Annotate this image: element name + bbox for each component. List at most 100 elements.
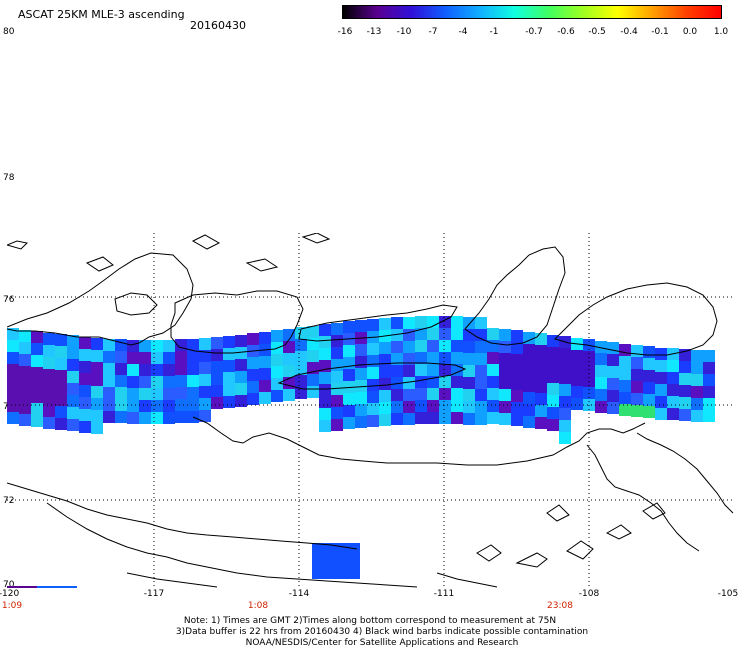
data-cell bbox=[19, 390, 31, 402]
data-cell bbox=[43, 357, 55, 369]
data-cell bbox=[643, 370, 655, 382]
data-cell bbox=[319, 348, 331, 360]
data-cell bbox=[211, 397, 223, 409]
data-cell bbox=[655, 360, 667, 372]
colorbar-label: -4 bbox=[458, 27, 468, 37]
data-cell bbox=[343, 345, 355, 357]
data-cell bbox=[463, 329, 475, 341]
data-cell bbox=[511, 414, 523, 426]
data-cell bbox=[223, 384, 235, 396]
data-cell bbox=[295, 375, 307, 387]
data-cell bbox=[55, 394, 67, 406]
data-cell bbox=[91, 410, 103, 422]
data-cell bbox=[451, 352, 463, 364]
data-cell bbox=[211, 337, 223, 349]
data-cell bbox=[355, 368, 367, 380]
data-cell bbox=[679, 385, 691, 397]
data-cell bbox=[235, 359, 247, 371]
data-cell bbox=[463, 353, 475, 365]
data-cell bbox=[487, 352, 499, 364]
data-cell bbox=[523, 404, 535, 416]
data-cell bbox=[307, 386, 319, 398]
data-cell bbox=[343, 417, 355, 429]
data-cell bbox=[223, 372, 235, 384]
data-cell bbox=[403, 341, 415, 353]
data-cell bbox=[79, 385, 91, 397]
data-cell bbox=[307, 350, 319, 362]
data-cell bbox=[475, 353, 487, 365]
data-cell bbox=[475, 365, 487, 377]
data-cell bbox=[643, 406, 655, 418]
data-cell bbox=[571, 398, 583, 410]
data-cell bbox=[175, 411, 187, 423]
data-cell bbox=[595, 365, 607, 377]
data-cell bbox=[463, 365, 475, 377]
data-cell bbox=[312, 543, 360, 579]
data-cell bbox=[535, 345, 547, 357]
data-cell bbox=[163, 352, 175, 364]
data-cell bbox=[139, 364, 151, 376]
data-cell bbox=[31, 391, 43, 403]
data-cell bbox=[67, 419, 79, 431]
data-cell bbox=[271, 378, 283, 390]
data-cell bbox=[91, 338, 103, 350]
data-cell bbox=[571, 350, 583, 362]
data-cell bbox=[223, 360, 235, 372]
data-cell bbox=[115, 339, 127, 351]
data-cell bbox=[283, 353, 295, 365]
data-cell bbox=[511, 354, 523, 366]
data-cell bbox=[79, 373, 91, 385]
data-cell bbox=[163, 364, 175, 376]
data-cell bbox=[235, 335, 247, 347]
data-cell bbox=[247, 393, 259, 405]
data-cell bbox=[211, 349, 223, 361]
data-cell bbox=[331, 395, 343, 407]
data-cell bbox=[523, 368, 535, 380]
data-cell bbox=[619, 392, 631, 404]
data-cell bbox=[199, 398, 211, 410]
data-cell bbox=[475, 317, 487, 329]
data-cell bbox=[559, 348, 571, 360]
time-label: 23:08 bbox=[547, 601, 573, 611]
data-cell bbox=[703, 398, 715, 410]
data-cell bbox=[535, 393, 547, 405]
map bbox=[7, 233, 734, 588]
data-cell bbox=[259, 368, 271, 380]
data-cell bbox=[7, 400, 19, 412]
data-cell bbox=[115, 387, 127, 399]
data-cell bbox=[535, 417, 547, 429]
data-cell bbox=[607, 342, 619, 354]
data-cell bbox=[43, 369, 55, 381]
colorbar-label: -0.6 bbox=[557, 27, 575, 37]
data-cell bbox=[703, 350, 715, 362]
data-cell bbox=[403, 377, 415, 389]
data-cell bbox=[415, 376, 427, 388]
data-cell bbox=[43, 381, 55, 393]
data-cell bbox=[499, 341, 511, 353]
data-cell bbox=[559, 432, 571, 444]
data-cell bbox=[55, 370, 67, 382]
data-cell bbox=[691, 398, 703, 410]
data-cell bbox=[19, 330, 31, 342]
data-cell bbox=[343, 405, 355, 417]
data-cell bbox=[343, 321, 355, 333]
data-cell bbox=[55, 358, 67, 370]
data-cell bbox=[379, 366, 391, 378]
data-cell bbox=[703, 386, 715, 398]
data-cell bbox=[691, 386, 703, 398]
data-cell bbox=[379, 402, 391, 414]
data-cell bbox=[139, 376, 151, 388]
data-cell bbox=[403, 317, 415, 329]
data-cell bbox=[31, 331, 43, 343]
data-cell bbox=[151, 388, 163, 400]
data-cell bbox=[679, 349, 691, 361]
data-cell bbox=[511, 366, 523, 378]
data-cell bbox=[79, 397, 91, 409]
data-cell bbox=[523, 332, 535, 344]
data-cell bbox=[103, 399, 115, 411]
data-cell bbox=[427, 328, 439, 340]
data-cell bbox=[439, 388, 451, 400]
data-cell bbox=[463, 401, 475, 413]
data-cell bbox=[19, 378, 31, 390]
